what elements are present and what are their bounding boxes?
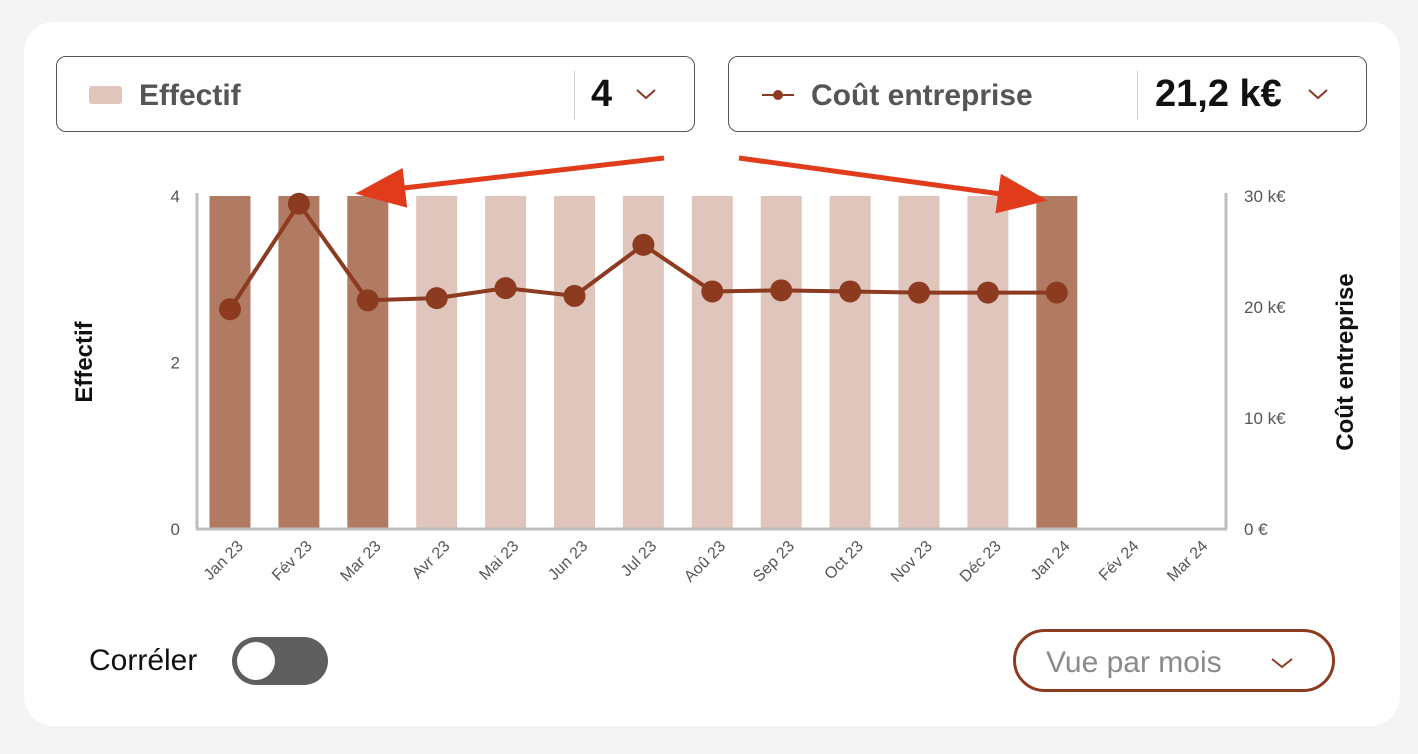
cout-point-5[interactable] xyxy=(563,284,586,307)
cout-legend-line-icon xyxy=(762,90,794,100)
y-tick-left: 4 xyxy=(171,187,180,206)
y-tick-right: 10 k€ xyxy=(1244,409,1286,428)
effectif-value: 4 xyxy=(591,73,613,115)
cout-point-2[interactable] xyxy=(356,289,379,312)
x-tick-label: Jan 24 xyxy=(1028,538,1074,584)
cout-point-7[interactable] xyxy=(701,280,724,303)
selector-divider xyxy=(1137,71,1138,119)
x-tick-label: Nov 23 xyxy=(888,538,936,586)
chevron-down-icon[interactable] xyxy=(635,87,657,101)
x-tick-label: Aoû 23 xyxy=(681,538,729,586)
bar-3[interactable] xyxy=(416,196,458,529)
cout-point-12[interactable] xyxy=(1045,281,1068,304)
bar-10[interactable] xyxy=(898,196,940,529)
cout-point-11[interactable] xyxy=(976,281,999,304)
cout-point-3[interactable] xyxy=(425,287,448,310)
chevron-down-icon[interactable] xyxy=(1307,87,1329,101)
x-tick-label: Oct 23 xyxy=(822,538,867,583)
cout-point-0[interactable] xyxy=(219,298,241,321)
bar-4[interactable] xyxy=(485,196,527,529)
x-tick-label: Déc 23 xyxy=(957,538,1005,586)
y-tick-right: 30 k€ xyxy=(1244,187,1286,206)
y-tick-right: 20 k€ xyxy=(1244,298,1286,317)
annotation-arrows xyxy=(355,155,1048,214)
x-tick-label: Fév 24 xyxy=(1096,538,1143,585)
x-tick-label: Fév 23 xyxy=(269,538,316,585)
bar-1[interactable] xyxy=(278,196,320,529)
y-tick-left: 2 xyxy=(171,354,180,373)
cout-point-6[interactable] xyxy=(632,233,655,256)
selector-divider xyxy=(574,71,575,119)
x-tick-label: Mar 24 xyxy=(1164,538,1211,585)
cout-point-10[interactable] xyxy=(908,281,930,304)
bar-0[interactable] xyxy=(209,196,251,529)
x-tick-label: Avr 23 xyxy=(409,538,454,583)
effectif-selector-label: Effectif xyxy=(139,79,241,112)
cout-point-9[interactable] xyxy=(839,280,862,303)
correlate-label: Corréler xyxy=(89,644,198,677)
x-tick-label: Mai 23 xyxy=(476,538,522,584)
bar-11[interactable] xyxy=(967,196,1009,529)
chevron-down-icon xyxy=(1271,658,1293,669)
y-tick-left: 0 xyxy=(171,520,180,539)
x-tick-label: Sep 23 xyxy=(750,538,798,586)
bar-12[interactable] xyxy=(1036,196,1078,529)
x-tick-label: Jan 23 xyxy=(201,538,247,584)
view-mode-select[interactable]: Vue par mois xyxy=(1013,629,1335,692)
x-tick-label: Jul 23 xyxy=(618,538,660,580)
annotation-arrow-right xyxy=(738,155,1048,214)
bar-8[interactable] xyxy=(760,196,802,529)
cout-point-8[interactable] xyxy=(770,279,793,302)
y-axis-label-left: Effectif xyxy=(71,320,98,402)
x-tick-label: Mar 23 xyxy=(337,538,384,585)
effectif-selector[interactable]: Effectif 4 xyxy=(56,56,695,132)
bar-9[interactable] xyxy=(829,196,871,529)
cout-value: 21,2 k€ xyxy=(1155,73,1282,115)
toggle-knob xyxy=(237,642,275,680)
view-mode-label: Vue par mois xyxy=(1046,646,1222,679)
cout-point-1[interactable] xyxy=(287,192,310,215)
cout-selector-label: Coût entreprise xyxy=(811,79,1033,112)
bar-2[interactable] xyxy=(347,196,389,529)
cout-point-4[interactable] xyxy=(494,277,517,300)
bar-5[interactable] xyxy=(554,196,595,529)
correlate-toggle[interactable] xyxy=(232,637,328,685)
effectif-legend-swatch xyxy=(89,86,122,104)
bar-7[interactable] xyxy=(691,196,733,529)
y-tick-right: 0 € xyxy=(1244,520,1268,539)
y-axis-label-right: Coût entreprise xyxy=(1332,273,1359,450)
x-tick-label: Jun 23 xyxy=(545,538,591,584)
annotation-arrow-left xyxy=(355,155,665,208)
cout-selector[interactable]: Coût entreprise 21,2 k€ xyxy=(728,56,1367,132)
